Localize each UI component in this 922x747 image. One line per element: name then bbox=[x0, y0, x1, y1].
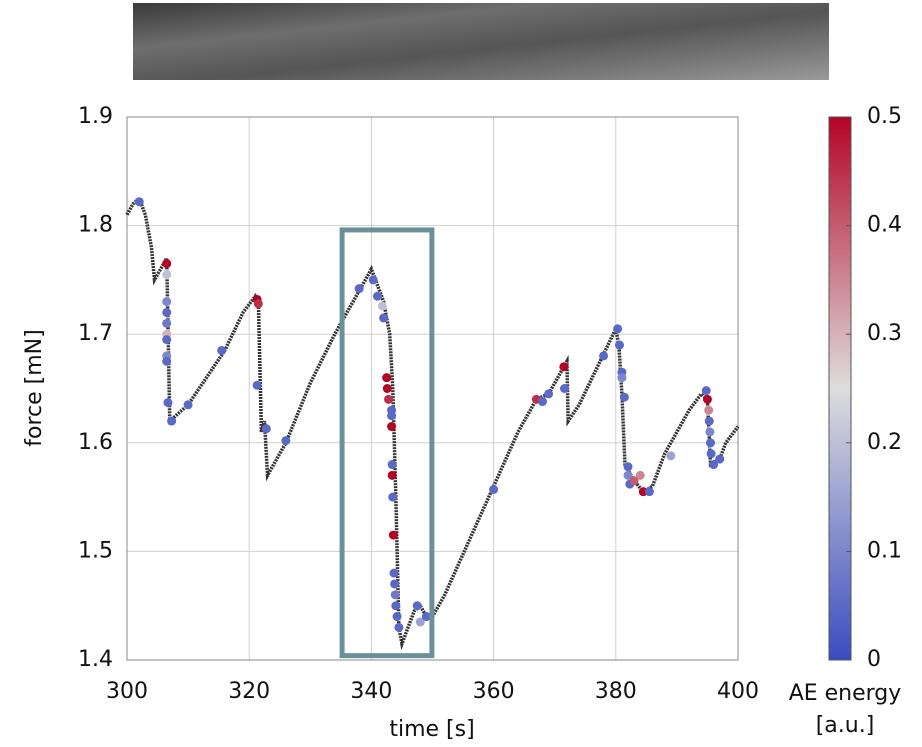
ae-event bbox=[382, 373, 392, 383]
ae-event bbox=[715, 454, 725, 464]
ae-event bbox=[388, 530, 398, 540]
ae-event bbox=[382, 384, 392, 393]
ae-event bbox=[392, 612, 402, 622]
ae-event bbox=[183, 400, 193, 410]
colorbar-tick-label: 0.1 bbox=[867, 538, 902, 563]
ae-event bbox=[281, 436, 291, 446]
ae-event bbox=[613, 324, 623, 334]
ae-event bbox=[167, 416, 177, 426]
y-axis-label: force [mN] bbox=[22, 329, 47, 446]
ae-event bbox=[635, 470, 645, 480]
ae-event bbox=[389, 568, 399, 578]
ae-event bbox=[623, 462, 633, 472]
ae-event bbox=[705, 427, 715, 437]
x-tick-label: 380 bbox=[595, 679, 637, 704]
ae-event bbox=[489, 484, 499, 494]
x-tick-label: 400 bbox=[717, 679, 759, 704]
ae-event bbox=[261, 424, 271, 434]
ae-event bbox=[377, 301, 387, 311]
x-tick-label: 320 bbox=[228, 679, 270, 704]
ae-event bbox=[388, 492, 398, 502]
ae-event bbox=[421, 612, 431, 622]
highlight-box bbox=[339, 227, 435, 659]
x-tick-label: 340 bbox=[350, 679, 392, 704]
ae-event bbox=[623, 470, 633, 480]
ae-event bbox=[412, 601, 422, 611]
ae-event bbox=[252, 380, 262, 390]
y-tick-label: 1.6 bbox=[78, 430, 113, 455]
ae-event bbox=[368, 275, 378, 285]
ae-event bbox=[354, 284, 364, 294]
ae-event bbox=[614, 340, 624, 350]
colorbar-tick-label: 0.5 bbox=[867, 104, 902, 129]
ae-event bbox=[559, 362, 569, 372]
ae-event bbox=[617, 373, 627, 383]
ae-event bbox=[390, 579, 400, 589]
colorbar-tick-label: 0.3 bbox=[867, 321, 902, 346]
ae-event bbox=[391, 601, 401, 611]
ae-event bbox=[387, 422, 397, 432]
ae-event bbox=[619, 392, 629, 402]
ae-event bbox=[666, 451, 676, 461]
ae-event bbox=[394, 622, 404, 632]
colorbar-label: [a.u.] bbox=[816, 713, 875, 738]
ae-event bbox=[217, 345, 227, 355]
colorbar-tick-label: 0.2 bbox=[867, 430, 902, 455]
ae-event bbox=[162, 269, 172, 279]
ae-event bbox=[162, 335, 172, 345]
y-tick-label: 1.9 bbox=[78, 104, 113, 129]
ae-event bbox=[704, 405, 714, 415]
plot-frame bbox=[126, 116, 739, 661]
ae-event bbox=[162, 356, 172, 366]
ae-event bbox=[702, 394, 712, 404]
ae-event bbox=[379, 313, 389, 323]
ae-event bbox=[415, 617, 425, 627]
y-tick-label: 1.7 bbox=[78, 321, 113, 346]
ae-event bbox=[704, 416, 714, 426]
x-axis-label: time [s] bbox=[389, 717, 474, 742]
y-tick-label: 1.8 bbox=[78, 213, 113, 238]
ae-event bbox=[599, 351, 609, 361]
ae-event bbox=[134, 197, 144, 207]
ae-event bbox=[387, 411, 397, 421]
ae-event bbox=[162, 307, 172, 317]
ae-event bbox=[559, 384, 569, 393]
ae-event bbox=[373, 291, 383, 301]
ae-event bbox=[162, 259, 172, 269]
ae-event bbox=[701, 386, 711, 396]
y-tick-label: 1.4 bbox=[78, 647, 113, 672]
ae-event bbox=[162, 318, 172, 328]
ae-event bbox=[709, 460, 719, 470]
ae-event bbox=[644, 487, 654, 497]
ae-event bbox=[162, 297, 172, 307]
ae-event bbox=[163, 398, 173, 408]
x-tick-label: 300 bbox=[106, 679, 148, 704]
colorbar-tick-label: 0 bbox=[867, 647, 881, 672]
ae-event bbox=[537, 397, 547, 407]
ae-event bbox=[544, 389, 554, 399]
ae-event bbox=[387, 470, 397, 480]
ae-event bbox=[390, 590, 400, 600]
ae-event bbox=[253, 299, 263, 309]
x-tick-label: 360 bbox=[473, 679, 515, 704]
colorbar-label: AE energy bbox=[789, 681, 902, 706]
ae-event bbox=[706, 449, 716, 459]
y-tick-label: 1.5 bbox=[78, 538, 113, 563]
ae-event bbox=[387, 460, 397, 470]
ae-event bbox=[706, 438, 716, 448]
colorbar-tick-label: 0.4 bbox=[867, 213, 902, 238]
ae-event bbox=[629, 476, 639, 486]
sem-image bbox=[133, 3, 829, 80]
colorbar bbox=[828, 116, 852, 661]
ae-event bbox=[384, 394, 394, 404]
force-trace bbox=[125, 195, 740, 651]
